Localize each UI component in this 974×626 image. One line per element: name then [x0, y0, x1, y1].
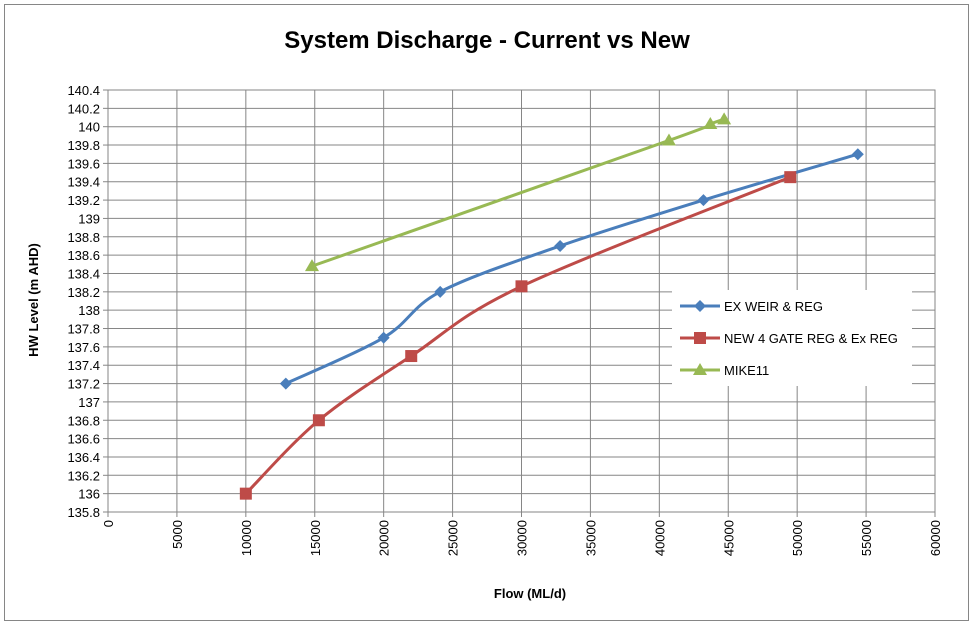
y-tick-label: 139.6 [67, 156, 100, 171]
x-tick-label: 0 [101, 520, 116, 527]
legend-label: MIKE11 [724, 363, 769, 378]
y-tick-label: 138.6 [67, 248, 100, 263]
x-tick-label: 50000 [790, 520, 805, 556]
y-tick-label: 139.2 [67, 193, 100, 208]
y-tick-label: 136.8 [67, 413, 100, 428]
x-tick-label: 25000 [446, 520, 461, 556]
y-tick-label: 137.8 [67, 322, 100, 337]
legend-label: EX WEIR & REG [724, 299, 823, 314]
y-tick-label: 140 [78, 120, 100, 135]
y-tick-label: 135.8 [67, 505, 100, 520]
y-tick-label: 139.8 [67, 138, 100, 153]
y-tick-label: 138.8 [67, 230, 100, 245]
data-point [784, 171, 797, 184]
x-tick-label: 60000 [928, 520, 943, 556]
y-tick-label: 139.4 [67, 175, 100, 190]
data-point [312, 414, 325, 427]
y-tick-label: 140.4 [67, 83, 100, 98]
series-line [244, 175, 791, 495]
x-tick-label: 55000 [859, 520, 874, 556]
data-point [554, 239, 567, 252]
y-tick-label: 136.4 [67, 450, 100, 465]
data-point [239, 487, 252, 500]
x-tick-label: 20000 [377, 520, 392, 556]
data-point [717, 112, 732, 125]
y-tick-label: 137.4 [67, 358, 100, 373]
legend-marker [694, 300, 706, 312]
y-tick-label: 137 [78, 395, 100, 410]
y-tick-label: 136.2 [67, 468, 100, 483]
chart-title: System Discharge - Current vs New [284, 27, 690, 54]
x-tick-label: 5000 [170, 520, 185, 549]
x-axis-title: Flow (ML/d) [494, 586, 566, 601]
y-tick-label: 137.2 [67, 377, 100, 392]
x-tick-label: 15000 [308, 520, 323, 556]
y-tick-label: 138.4 [67, 266, 100, 281]
data-point [279, 377, 292, 390]
series-line [285, 152, 859, 385]
data-point [377, 331, 390, 344]
data-point [661, 133, 676, 146]
y-tick-label: 138 [78, 303, 100, 318]
legend-label: NEW 4 GATE REG & Ex REG [724, 331, 898, 346]
data-point [703, 116, 718, 129]
y-tick-label: 140.2 [67, 101, 100, 116]
data-point [515, 280, 528, 293]
data-point [697, 194, 710, 207]
data-point [405, 350, 418, 363]
x-tick-label: 45000 [721, 520, 736, 556]
x-tick-label: 10000 [239, 520, 254, 556]
y-axis-title: HW Level (m AHD) [26, 243, 41, 357]
data-point [434, 285, 447, 298]
y-tick-label: 137.6 [67, 340, 100, 355]
y-tick-label: 136 [78, 487, 100, 502]
legend-marker [694, 332, 706, 344]
data-point [304, 259, 319, 272]
legend-marker [693, 363, 707, 375]
x-tick-label: 30000 [515, 520, 530, 556]
x-tick-label: 35000 [583, 520, 598, 556]
y-tick-label: 136.6 [67, 432, 100, 447]
data-point [851, 148, 864, 161]
y-tick-label: 138.2 [67, 285, 100, 300]
x-tick-label: 40000 [652, 520, 667, 556]
y-tick-label: 139 [78, 211, 100, 226]
